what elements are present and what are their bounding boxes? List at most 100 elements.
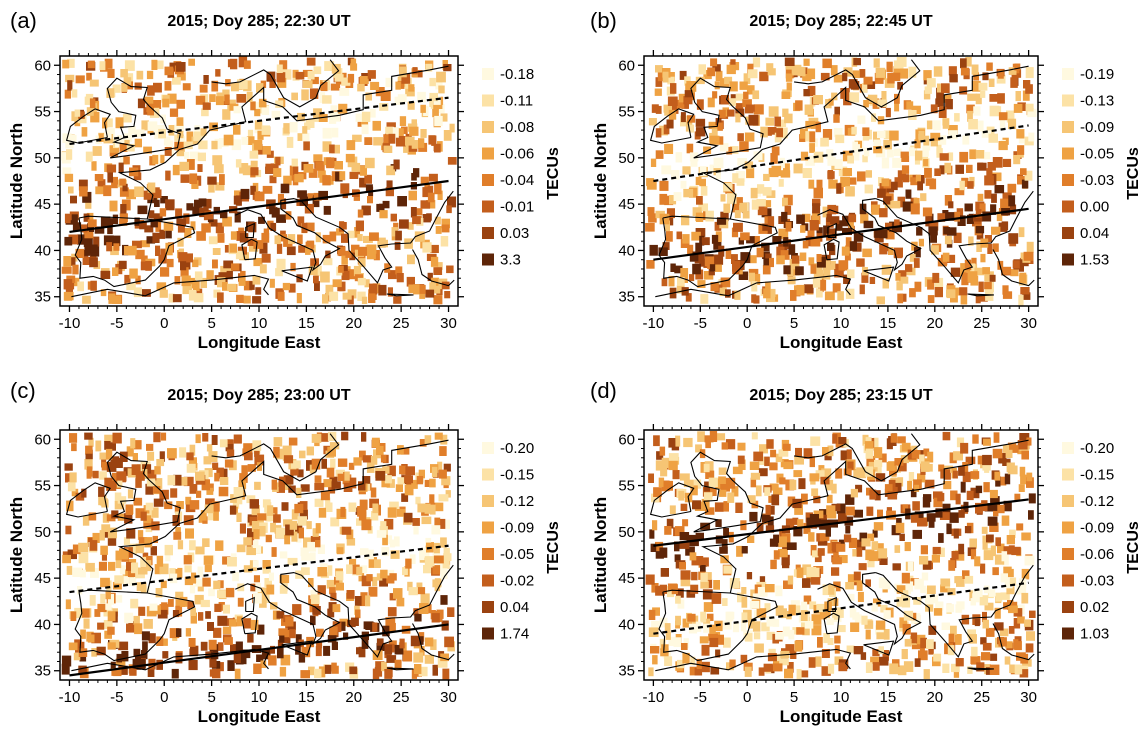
tec-tile	[431, 613, 440, 623]
tec-tile	[687, 613, 696, 622]
tec-tile	[984, 190, 992, 199]
tec-tile	[836, 183, 842, 194]
tec-tile	[193, 131, 202, 142]
tec-tile	[113, 457, 123, 468]
tec-tile	[101, 524, 111, 532]
tec-tile	[980, 253, 986, 263]
tec-tile	[1003, 566, 1012, 574]
tec-tile	[399, 465, 406, 475]
tec-tile	[135, 543, 145, 554]
colorbar-label: -0.09	[500, 520, 534, 537]
tec-tile	[877, 130, 886, 139]
tec-tile	[142, 289, 151, 297]
tec-tile	[322, 141, 332, 152]
tec-tile	[737, 455, 745, 464]
tec-tile	[752, 57, 761, 68]
tec-tile	[756, 522, 764, 533]
tec-tile	[674, 554, 681, 562]
tec-tile	[212, 501, 220, 512]
tec-tile	[83, 618, 90, 629]
tec-tile	[856, 580, 863, 591]
dashed-fit-line	[69, 96, 449, 146]
tec-tile	[688, 124, 694, 133]
tec-tile	[375, 471, 386, 481]
tec-tile	[195, 471, 205, 481]
tec-tile	[655, 65, 663, 73]
y-tick-label: 60	[618, 431, 635, 448]
tec-tile	[442, 668, 450, 680]
dashed-fit-line	[653, 124, 1029, 183]
tec-tile	[345, 153, 355, 163]
tec-tile	[276, 64, 283, 73]
tec-tile	[956, 437, 965, 448]
tec-tile	[749, 511, 758, 522]
tec-tile	[420, 200, 431, 209]
tec-tile	[354, 227, 360, 238]
tec-tile	[370, 108, 376, 118]
tec-tile	[200, 128, 207, 136]
tec-tile	[812, 198, 821, 206]
tec-tile	[785, 68, 794, 79]
tec-tile	[150, 546, 157, 556]
colorbar-label: 0.04	[500, 599, 529, 616]
tec-tile	[682, 618, 693, 628]
tec-tile	[424, 637, 434, 647]
tec-tile	[913, 597, 922, 605]
tec-tile	[926, 513, 936, 522]
tec-tile	[378, 284, 387, 296]
tec-tile	[71, 443, 77, 452]
tec-tile	[825, 217, 834, 228]
tec-tile	[696, 99, 704, 110]
tec-tile	[376, 573, 383, 581]
tec-tile	[222, 604, 230, 614]
tec-tile	[862, 154, 868, 163]
tec-tile	[710, 487, 717, 496]
colorbar-label: 1.74	[500, 626, 529, 643]
tec-tile	[715, 231, 722, 242]
y-tick-label: 40	[618, 242, 635, 259]
tec-tile	[972, 593, 980, 603]
tec-tile	[664, 623, 671, 634]
tec-tile	[115, 263, 123, 275]
tec-tile	[738, 237, 744, 245]
tec-tile	[263, 228, 270, 239]
tec-tile	[368, 557, 377, 568]
tec-tile	[124, 60, 135, 71]
tec-tile	[261, 253, 271, 263]
tec-tile	[376, 530, 387, 538]
tec-tile	[651, 493, 660, 503]
tec-tile	[386, 165, 396, 176]
tec-tile	[357, 291, 366, 301]
tec-tile	[959, 287, 968, 296]
tec-tile	[892, 659, 900, 667]
tec-tile	[413, 168, 420, 178]
colorbar-swatch	[482, 68, 494, 80]
tec-tile	[276, 214, 286, 223]
tec-tile	[434, 432, 443, 440]
colorbar-swatch	[482, 495, 494, 507]
tec-tile	[784, 57, 795, 66]
tec-tile	[678, 93, 686, 103]
tec-tile	[926, 639, 934, 649]
panel-d-chart: 2015; Doy 285; 23:15 UT-10 -5 0 5 10 15 20 25 30…	[591, 387, 1142, 726]
tec-tile	[99, 61, 106, 71]
tec-tile	[775, 605, 784, 616]
tec-tile	[827, 663, 835, 674]
tec-tile	[64, 173, 74, 182]
tec-tile	[803, 89, 810, 97]
tec-tile	[659, 213, 670, 225]
tec-tile	[989, 94, 999, 102]
tec-tile	[159, 208, 167, 217]
tec-tile	[418, 636, 424, 645]
tec-tile	[425, 604, 432, 614]
tec-tile	[351, 162, 361, 172]
tec-tile	[146, 236, 156, 244]
tec-tile	[973, 213, 983, 222]
tec-tile	[304, 203, 314, 214]
tec-tile	[234, 190, 243, 199]
tec-tile	[201, 479, 210, 491]
tec-tile	[233, 487, 244, 498]
tec-tile	[776, 128, 783, 138]
tec-tile	[682, 234, 690, 244]
tec-tile	[683, 96, 693, 105]
